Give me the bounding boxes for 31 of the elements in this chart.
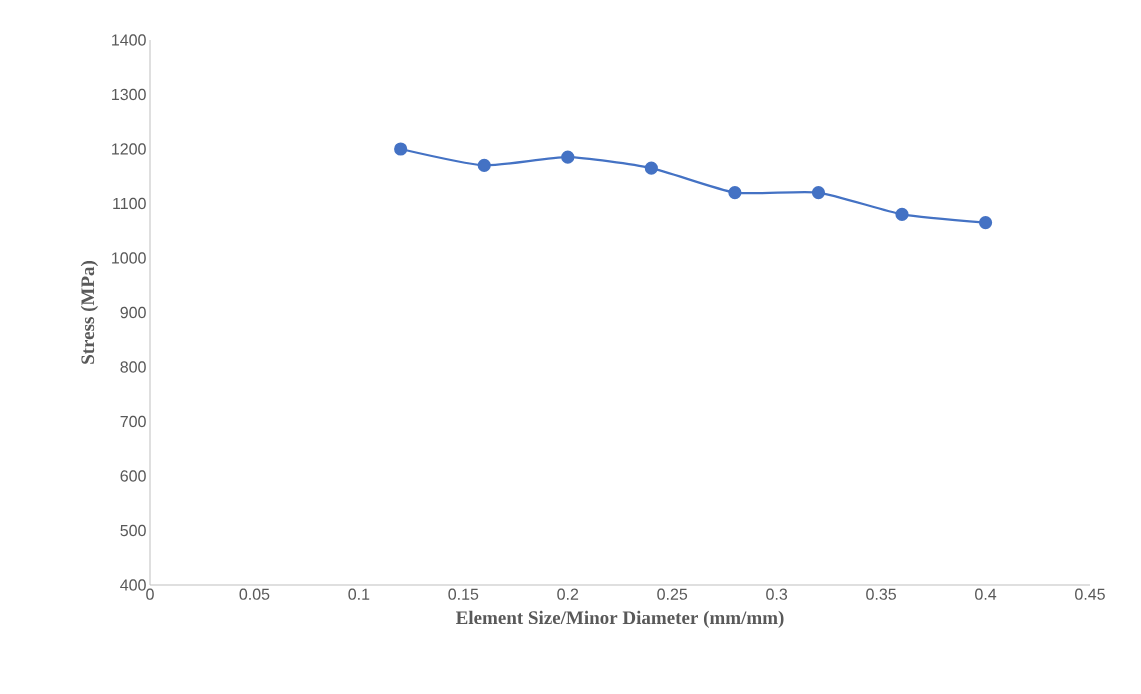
point (561, 150, 575, 164)
y-tick-label: 800 (120, 361, 146, 373)
y-tick-label: 1200 (112, 143, 146, 155)
y-axis-title: Stress (MPa) (80, 261, 99, 364)
y-tick-label: 700 (120, 415, 146, 428)
x-tick-label: 0.3 (766, 588, 788, 600)
x-tick-label: 0.25 (657, 588, 688, 600)
point (728, 186, 742, 200)
point (394, 142, 408, 156)
y-tick-label: 1300 (112, 88, 146, 101)
x-tick-label: 0.1 (348, 588, 370, 600)
point (644, 161, 658, 175)
x-tick-label: 0.45 (1075, 588, 1105, 600)
y-tick-label: 500 (120, 524, 146, 537)
point (477, 158, 491, 172)
point (811, 186, 826, 200)
x-tick-label: 0.05 (239, 588, 270, 600)
x-tick-label: 0.35 (866, 588, 896, 600)
y-tick-label: 1000 (112, 252, 146, 264)
y-tick-label: 600 (120, 470, 146, 482)
x-tick-label: 0.4 (975, 588, 997, 600)
point (978, 215, 993, 230)
point (895, 207, 909, 221)
x-tick-label: 0.15 (448, 588, 479, 600)
y-tick-label: 400 (120, 579, 146, 591)
x-tick-label: 0.2 (557, 588, 579, 600)
x-tick-label: 0 (146, 588, 154, 600)
y-tick-label: 1100 (113, 197, 146, 210)
y-tick-label: 900 (120, 306, 146, 319)
y-tick-label: 1400 (112, 34, 146, 46)
x-axis-title: Element Size/Minor Diameter (mm/mm) (455, 610, 784, 628)
